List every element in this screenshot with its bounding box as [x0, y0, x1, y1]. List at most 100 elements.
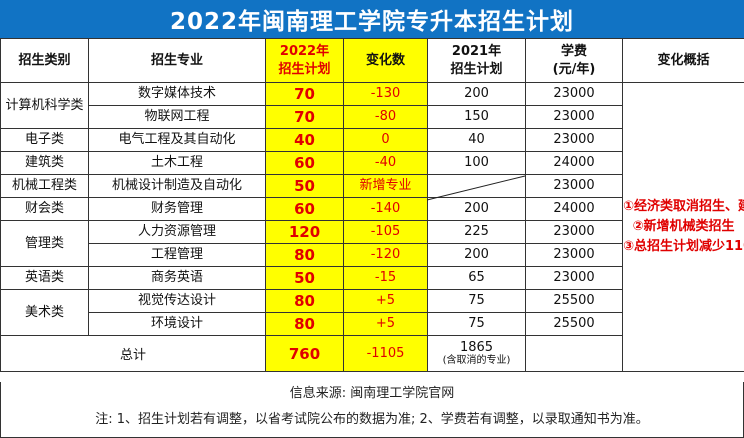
total-row: 总计 760 -1105 1865 (含取消的专业): [0, 335, 744, 372]
change-cell: -80: [343, 105, 428, 129]
plan-2021-cell: 150: [427, 105, 526, 129]
info-source: 信息来源: 闽南理工学院官网: [289, 386, 455, 401]
plan-2022-cell: 70: [265, 82, 344, 106]
table-row: 建筑类 土木工程 60 -40 100 24000: [0, 151, 744, 175]
table-row: 计算机科学类 数字媒体技术 70 -130 200 23000 ①经济类取消招生…: [0, 82, 744, 372]
header-plan-2021-label: 招生计划: [450, 61, 503, 77]
total-change: -1105: [343, 335, 428, 372]
category-cell: 美术类: [0, 289, 89, 336]
plan-2021-cell: 65: [427, 266, 526, 290]
header-plan-2022-label: 招生计划: [278, 61, 331, 77]
category-cell: 英语类: [0, 266, 89, 290]
table-row: 环境设计 80 +5 75 25500: [1, 312, 744, 336]
total-plan-2021-value: 1865: [459, 340, 494, 355]
plan-2022-cell: 80: [265, 243, 344, 267]
table-row: 英语类 商务英语 50 -15 65 23000: [0, 266, 744, 290]
plan-2021-cell: 200: [427, 243, 526, 267]
change-cell: 0: [343, 128, 428, 152]
summary-item: ③总招生计划减少1105人: [623, 239, 744, 254]
page-title: 2022年闽南理工学院专升本招生计划: [0, 0, 744, 38]
plan-2022-cell: 80: [265, 289, 344, 313]
fee-cell: 24000: [525, 151, 623, 175]
change-cell: +5: [343, 312, 428, 336]
change-cell: -15: [343, 266, 428, 290]
total-plan-2021: 1865 (含取消的专业): [427, 335, 526, 372]
total-plan-2021-note: (含取消的专业): [442, 355, 511, 366]
major-cell: 财务管理: [88, 197, 266, 221]
major-cell: 环境设计: [88, 312, 266, 336]
fee-cell: 23000: [525, 266, 623, 290]
fee-cell: 25500: [525, 289, 623, 313]
fee-cell: 23000: [525, 220, 623, 244]
plan-2022-cell: 50: [265, 174, 344, 198]
major-cell: 电气工程及其自动化: [88, 128, 266, 152]
fee-cell: 23000: [525, 243, 623, 267]
plan-2021-cell: 40: [427, 128, 526, 152]
plan-2021-cell-empty: [427, 174, 526, 198]
header-summary: 变化概括: [622, 38, 744, 83]
enrollment-plan-table: 招生类别 招生专业 2022年 招生计划 变化数 2021年 招生计划 学费 (…: [0, 38, 744, 372]
change-cell: -130: [343, 82, 428, 106]
fee-cell: 23000: [525, 82, 623, 106]
header-major: 招生专业: [88, 38, 266, 83]
plan-2022-cell: 50: [265, 266, 344, 290]
summary-item: ①经济类取消招生、建筑类取消1个专业招生、管理类取消2个专业招生: [623, 199, 744, 214]
footer-notes: 信息来源: 闽南理工学院官网 注: 1、招生计划若有调整，以省考试院公布的数据为…: [0, 382, 744, 438]
summary-item: ②新增机械类招生: [632, 219, 735, 234]
header-fee-unit: (元/年): [552, 61, 596, 77]
header-fee: 学费 (元/年): [525, 38, 623, 83]
plan-2021-cell: 75: [427, 312, 526, 336]
change-summary: ①经济类取消招生、建筑类取消1个专业招生、管理类取消2个专业招生 ②新增机械类招…: [622, 82, 744, 372]
header-row: 招生类别 招生专业 2022年 招生计划 变化数 2021年 招生计划 学费 (…: [0, 38, 744, 83]
fee-cell: 25500: [525, 312, 623, 336]
major-cell: 人力资源管理: [88, 220, 266, 244]
table-row: 财会类 财务管理 60 -140 200 24000: [0, 197, 744, 221]
plan-2022-cell: 80: [265, 312, 344, 336]
plan-2022-cell: 60: [265, 151, 344, 175]
fee-cell: 23000: [525, 174, 623, 198]
table-row: 工程管理 80 -120 200 23000: [1, 243, 744, 267]
table-row: 物联网工程 70 -80 150 23000: [1, 105, 744, 129]
category-cell: 建筑类: [0, 151, 89, 175]
table-row: 美术类 视觉传达设计 80 +5 75 25500: [0, 289, 744, 336]
major-cell: 物联网工程: [88, 105, 266, 129]
total-plan-2022: 760: [265, 335, 344, 372]
major-cell: 机械设计制造及自动化: [88, 174, 266, 198]
major-cell: 商务英语: [88, 266, 266, 290]
header-plan-2021: 2021年 招生计划: [427, 38, 526, 83]
plan-2021-cell: 200: [427, 82, 526, 106]
major-cell: 工程管理: [88, 243, 266, 267]
change-cell: 新增专业: [343, 174, 428, 198]
total-label: 总计: [0, 335, 266, 372]
header-fee-label: 学费: [560, 43, 587, 59]
table-row: 管理类 人力资源管理 120 -105 225 23000: [0, 220, 744, 267]
category-cell: 管理类: [0, 220, 89, 267]
category-cell: 机械工程类: [0, 174, 89, 198]
change-cell: +5: [343, 289, 428, 313]
plan-2021-cell: 100: [427, 151, 526, 175]
change-cell: -105: [343, 220, 428, 244]
total-fee-empty: [525, 335, 623, 372]
plan-2021-cell: 200: [427, 197, 526, 221]
header-plan-2022-year: 2022年: [279, 43, 330, 59]
plan-2021-cell: 225: [427, 220, 526, 244]
major-cell: 数字媒体技术: [88, 82, 266, 106]
header-plan-2021-year: 2021年: [451, 43, 502, 59]
plan-2022-cell: 70: [265, 105, 344, 129]
category-cell: 电子类: [0, 128, 89, 152]
fee-cell: 23000: [525, 128, 623, 152]
change-cell: -140: [343, 197, 428, 221]
plan-2022-cell: 40: [265, 128, 344, 152]
header-category: 招生类别: [0, 38, 89, 83]
plan-2022-cell: 120: [265, 220, 344, 244]
change-cell: -120: [343, 243, 428, 267]
category-cell: 财会类: [0, 197, 89, 221]
header-plan-2022: 2022年 招生计划: [265, 38, 344, 83]
footnote: 注: 1、招生计划若有调整，以省考试院公布的数据为准; 2、学费若有调整，以录取…: [95, 412, 649, 427]
header-change: 变化数: [343, 38, 428, 83]
fee-cell: 24000: [525, 197, 623, 221]
plan-2022-cell: 60: [265, 197, 344, 221]
category-cell: 计算机科学类: [0, 82, 89, 129]
major-cell: 视觉传达设计: [88, 289, 266, 313]
